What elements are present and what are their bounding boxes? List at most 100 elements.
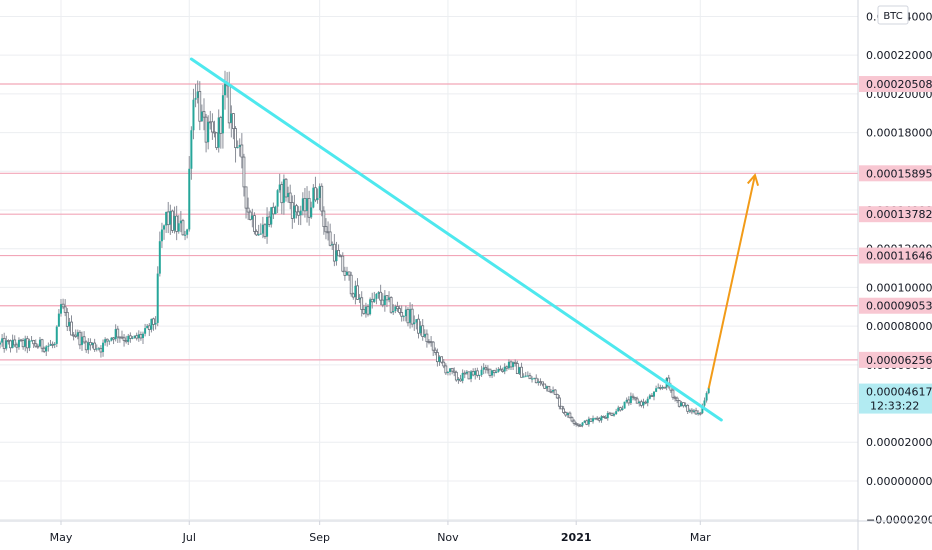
candle-body-down [210, 121, 214, 133]
candle-body-down [175, 215, 179, 232]
candle-body-up [533, 378, 536, 380]
candle-body-down [339, 255, 343, 258]
candle-body-down [288, 192, 292, 203]
candle-body-up [449, 368, 452, 372]
x-tick-label: Nov [437, 531, 459, 544]
candle-body-down [450, 368, 454, 372]
currency-badge[interactable] [877, 5, 909, 25]
candle-body-up [335, 250, 338, 262]
candle-body-down [467, 371, 471, 380]
candle-body-up [261, 224, 264, 234]
candle-body-down [539, 381, 542, 384]
candle-body-up [377, 292, 380, 294]
candle-body-down [2, 338, 6, 349]
candle-body-up [638, 401, 641, 404]
candle-body-up [497, 369, 500, 372]
candle-body-down [356, 285, 359, 300]
candle-body-up [133, 335, 136, 338]
candle-body-down [429, 341, 433, 344]
candle-body-up [625, 399, 628, 402]
candle-body-down [74, 334, 78, 337]
candle-body-down [631, 395, 635, 398]
candle-body-down [499, 368, 502, 371]
candle-body-up [257, 234, 260, 236]
candle-body-down [492, 369, 496, 374]
candle-body-up [522, 376, 525, 378]
candle-body-up [55, 326, 58, 344]
candle-body-up [684, 405, 687, 407]
candle-body-down [698, 412, 702, 415]
candle-body-down [120, 336, 124, 339]
candle-body-down [520, 366, 523, 378]
x-tick-label: Mar [690, 531, 711, 544]
candle-body-up [482, 367, 485, 370]
candle-body-down [171, 210, 174, 231]
y-tick-label: 0.00008000 [866, 320, 932, 333]
candle-body-down [362, 309, 366, 314]
candle-body-down [454, 371, 458, 381]
candle-body-up [623, 401, 626, 409]
candle-body-down [297, 211, 301, 216]
candle-body-down [116, 328, 120, 338]
candle-body-down [572, 420, 576, 424]
candle-body-down [682, 402, 685, 407]
candle-body-down [341, 255, 345, 272]
candle-body-up [282, 179, 285, 203]
candle-body-up [154, 322, 157, 325]
candle-body-up [707, 387, 710, 394]
candle-body-down [219, 117, 223, 134]
candle-body-up [697, 413, 700, 415]
candle-body-up [661, 387, 664, 389]
candle-body-up [358, 297, 361, 300]
candle-body-down [694, 410, 698, 415]
candle-body-down [633, 396, 637, 400]
downtrend-line[interactable] [189, 57, 723, 422]
candle-body-up [465, 371, 468, 374]
candle-body-down [463, 372, 467, 375]
candle-body-up [108, 340, 111, 342]
level-price-label: 0.00015895 [866, 167, 932, 180]
candle-body-up [53, 343, 56, 346]
candle-body-up [688, 410, 691, 412]
candle-body-down [557, 397, 561, 407]
candle-body-up [354, 285, 357, 298]
candle-body-up [419, 325, 422, 334]
candle-body-up [11, 339, 14, 348]
candle-body-up [507, 361, 510, 369]
candle-body-up [270, 207, 273, 225]
candle-body-up [190, 130, 193, 169]
candle-body-up [680, 402, 683, 407]
candle-body-down [72, 334, 76, 337]
candle-body-down [99, 347, 103, 353]
candle-body-down [406, 309, 410, 324]
candle-body-down [204, 116, 208, 143]
level-price-label-bg [859, 297, 932, 314]
candle-body-down [248, 211, 252, 220]
candle-body-up [274, 206, 277, 214]
candle-body-down [84, 341, 88, 351]
candle-body-up [221, 95, 224, 134]
candle-body-up [45, 346, 48, 352]
candle-body-up [194, 97, 197, 100]
candle-body-down [509, 361, 513, 368]
candle-body-down [324, 226, 328, 233]
candle-body-up [503, 366, 506, 372]
candle-body-up [655, 388, 658, 392]
candle-body-up [131, 337, 134, 339]
candle-body-up [474, 370, 477, 375]
candle-body-down [555, 393, 559, 399]
candle-body-up [287, 193, 290, 197]
candle-body-up [196, 91, 199, 98]
x-tick-label: Jul [182, 531, 196, 544]
candle-body-down [347, 271, 351, 276]
candle-body-down [501, 369, 505, 372]
projection-arrow[interactable] [707, 174, 756, 389]
candle-body-down [690, 409, 694, 413]
candle-body-down [589, 418, 593, 422]
candle-body-down [505, 366, 509, 369]
candle-body-up [259, 233, 262, 235]
level-price-label: 0.00006256 [866, 354, 932, 367]
candle-body-down [78, 331, 82, 346]
candle-body-down [417, 318, 420, 334]
